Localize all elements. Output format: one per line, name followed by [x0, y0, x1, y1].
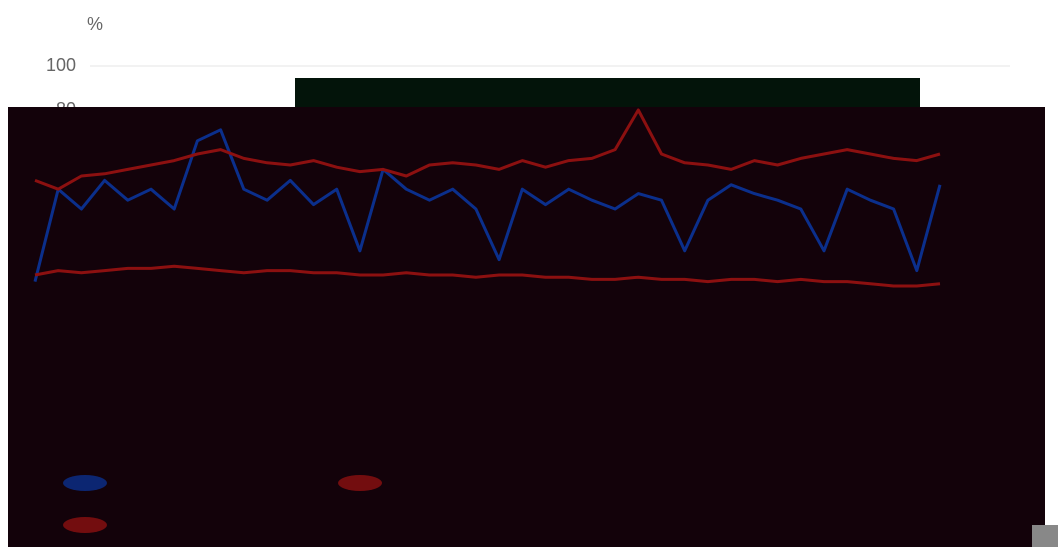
dark-overlay [8, 107, 1045, 547]
glitch-strip [295, 78, 920, 108]
series-line [33, 128, 942, 282]
series-line [34, 108, 941, 191]
series-line [34, 264, 941, 288]
legend-marker [63, 475, 107, 491]
plot [33, 108, 942, 533]
y-axis-label: % [87, 14, 103, 34]
legend-marker [338, 475, 382, 491]
corner-block [1032, 525, 1058, 547]
y-tick-label: 100 [46, 55, 76, 75]
legend-marker [63, 517, 107, 533]
